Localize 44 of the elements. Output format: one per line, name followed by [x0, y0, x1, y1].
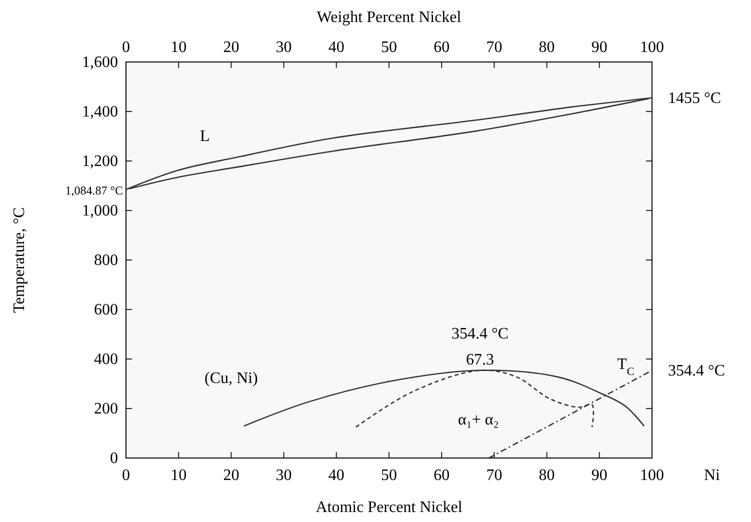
x2-tick-label: 20 [223, 467, 240, 484]
x-tick-label: 90 [591, 39, 608, 56]
annotation: 354.4 °C [451, 325, 509, 342]
annotation: 67.3 [466, 351, 494, 368]
text: Ni [704, 467, 721, 484]
x2-tick-label: 100 [640, 467, 664, 484]
x-tick-label: 40 [328, 39, 344, 56]
annotation: 1455 °C [668, 90, 722, 107]
y-tick-label: 200 [94, 400, 118, 418]
x2-tick-label: 60 [434, 467, 450, 484]
x-tick-label: 80 [538, 39, 555, 56]
y-tick-label: 800 [94, 252, 118, 269]
x2-tick-label: 50 [381, 467, 397, 484]
annotation: L [200, 128, 210, 146]
x-tick-label: 70 [486, 39, 502, 56]
x2-axis-title: Weight Percent Nickel [316, 9, 462, 26]
y-tick-label: 1,600 [82, 54, 118, 71]
annotation: 1,084.87 °C [65, 183, 123, 198]
y-axis-title: Temperature, °C [11, 207, 28, 313]
y-tick-label: 1,000 [82, 202, 118, 220]
x-tick-label: 10 [170, 39, 187, 56]
annotation: 354.4 °C [668, 362, 726, 380]
annotation: (Cu, Ni) [204, 370, 258, 387]
x-axis-title: Atomic Percent Nickel [316, 499, 463, 516]
x2-tick-label: 70 [486, 467, 502, 484]
x-tick-label: 100 [640, 39, 664, 56]
x2-tick-label: 10 [170, 467, 187, 484]
x2-tick-label: 40 [328, 467, 344, 484]
x2-tick-label: 30 [276, 467, 292, 484]
annotation: α₁+ α₂ [458, 411, 499, 428]
x-tick-label: 20 [223, 39, 240, 56]
x-tick-label: 30 [276, 39, 292, 56]
x-tick-label: 0 [122, 39, 130, 56]
y-tick-label: 0 [110, 450, 118, 467]
y-tick-label: 400 [94, 351, 118, 368]
y-tick-label: 1,400 [82, 104, 118, 120]
annotation: T$_{C}$ [617, 356, 634, 378]
y-tick-label: 600 [94, 302, 118, 318]
y-tick-label: 1,200 [82, 153, 118, 170]
x-tick-label: 60 [434, 39, 450, 56]
x2-tick-label: 80 [538, 467, 555, 484]
x-tick-label: 50 [381, 39, 397, 56]
x2-tick-label: 90 [591, 467, 608, 484]
x2-tick-label: 0 [122, 467, 130, 484]
